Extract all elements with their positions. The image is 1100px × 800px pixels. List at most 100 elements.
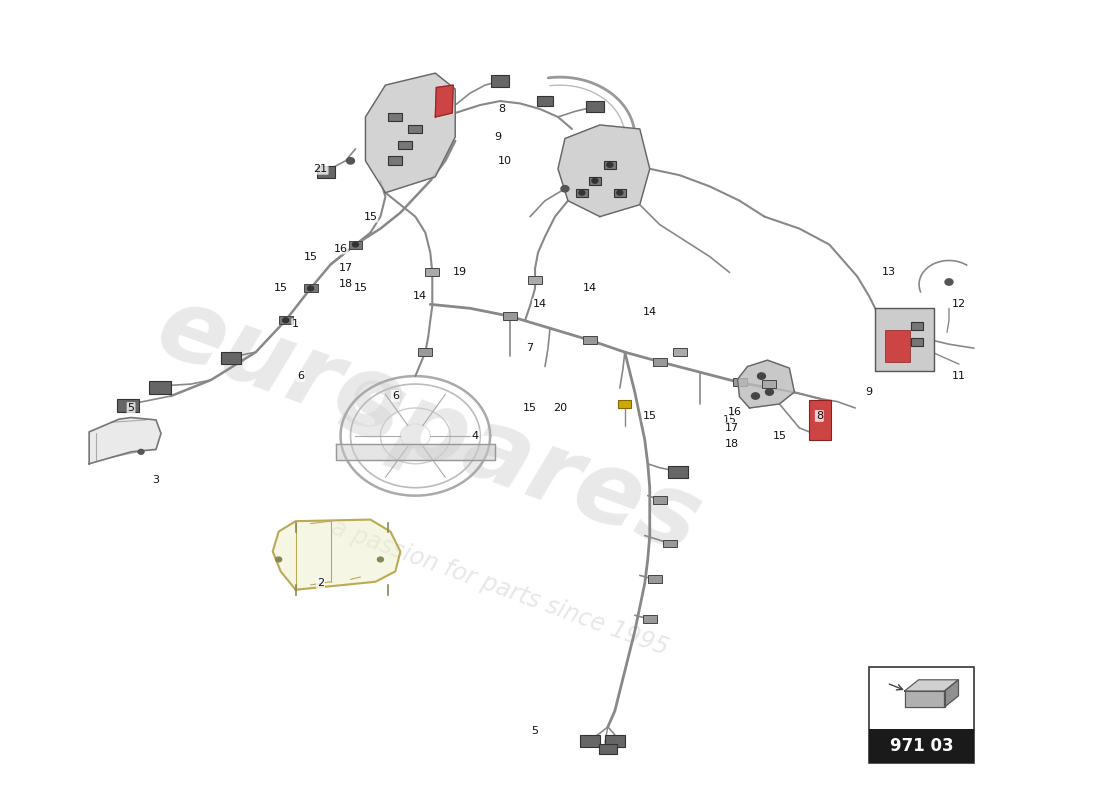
Text: 11: 11	[952, 371, 966, 381]
Bar	[317, 166, 334, 178]
Text: 9: 9	[495, 132, 502, 142]
Bar	[491, 75, 509, 87]
Circle shape	[751, 393, 759, 399]
Text: 2: 2	[317, 578, 324, 588]
Polygon shape	[904, 691, 945, 707]
Text: 14: 14	[414, 291, 428, 302]
Text: 15: 15	[304, 251, 318, 262]
Text: 18: 18	[725, 439, 738, 449]
FancyBboxPatch shape	[876, 308, 934, 371]
Circle shape	[308, 286, 314, 290]
Text: 15: 15	[642, 411, 657, 421]
Bar	[598, 744, 617, 754]
Bar	[408, 125, 422, 134]
Text: 971 03: 971 03	[890, 737, 954, 755]
Text: 14: 14	[534, 299, 547, 310]
Text: 7: 7	[527, 343, 534, 353]
Circle shape	[592, 178, 598, 183]
Bar	[426, 269, 439, 277]
Bar	[576, 189, 587, 197]
Circle shape	[276, 557, 282, 562]
Text: 8: 8	[498, 104, 506, 114]
Bar	[869, 730, 974, 762]
Text: 8: 8	[816, 411, 823, 421]
Circle shape	[617, 190, 623, 195]
Text: 15: 15	[772, 431, 786, 441]
Text: 18: 18	[339, 279, 353, 290]
Bar	[911, 338, 923, 346]
Text: spares: spares	[327, 354, 713, 574]
Circle shape	[766, 389, 773, 395]
Bar	[668, 466, 688, 478]
Text: 17: 17	[339, 263, 353, 274]
Bar	[588, 177, 601, 185]
Circle shape	[346, 158, 354, 164]
Text: 14: 14	[583, 283, 597, 294]
Text: 15: 15	[353, 283, 367, 294]
Text: 15: 15	[723, 415, 737, 425]
Text: 4: 4	[472, 431, 478, 441]
Bar	[618, 400, 630, 408]
Circle shape	[138, 450, 144, 454]
Bar	[604, 161, 616, 169]
Circle shape	[352, 242, 359, 247]
Text: 15: 15	[363, 212, 377, 222]
Circle shape	[561, 186, 569, 192]
Text: 5: 5	[128, 403, 134, 413]
Bar	[278, 316, 293, 324]
Polygon shape	[365, 73, 455, 193]
Text: 17: 17	[725, 423, 738, 433]
Text: 10: 10	[498, 156, 513, 166]
Bar	[349, 241, 363, 249]
Circle shape	[377, 557, 384, 562]
Bar	[869, 667, 974, 762]
Text: 12: 12	[952, 299, 966, 310]
Text: 19: 19	[453, 267, 468, 278]
Bar	[148, 381, 170, 394]
Bar	[605, 735, 625, 747]
Bar	[117, 399, 139, 412]
Text: 13: 13	[882, 267, 896, 278]
Polygon shape	[737, 360, 794, 408]
Circle shape	[758, 373, 766, 379]
Text: 3: 3	[153, 474, 159, 485]
Bar	[580, 735, 600, 747]
Bar	[398, 141, 412, 150]
Polygon shape	[336, 444, 495, 460]
Text: a passion for parts since 1995: a passion for parts since 1995	[328, 515, 672, 660]
Text: 6: 6	[392, 391, 399, 401]
Circle shape	[579, 190, 585, 195]
Polygon shape	[89, 418, 161, 464]
Polygon shape	[945, 680, 958, 707]
Bar	[642, 615, 657, 623]
Text: 20: 20	[553, 403, 566, 413]
Bar	[648, 575, 662, 583]
Bar	[418, 348, 432, 356]
Bar	[528, 277, 542, 285]
Bar	[911, 322, 923, 330]
Bar	[388, 157, 403, 166]
Bar	[652, 358, 667, 366]
Bar	[886, 330, 910, 362]
Text: 6: 6	[297, 371, 304, 381]
Bar	[388, 113, 403, 122]
Polygon shape	[904, 680, 958, 691]
Text: euro: euro	[143, 278, 418, 458]
Circle shape	[945, 279, 953, 285]
Bar	[762, 380, 777, 388]
Text: 9: 9	[866, 387, 872, 397]
Text: 14: 14	[642, 307, 657, 318]
Text: 15: 15	[524, 403, 537, 413]
Text: 15: 15	[274, 283, 288, 294]
Polygon shape	[436, 85, 453, 117]
Bar	[733, 378, 747, 386]
Bar	[652, 496, 667, 504]
Text: 5: 5	[531, 726, 539, 736]
Bar	[583, 336, 597, 344]
Text: 16: 16	[333, 243, 348, 254]
Circle shape	[283, 318, 288, 322]
Bar	[673, 348, 686, 356]
Bar	[614, 189, 626, 197]
Text: 1: 1	[293, 319, 299, 330]
Text: 16: 16	[727, 407, 741, 417]
